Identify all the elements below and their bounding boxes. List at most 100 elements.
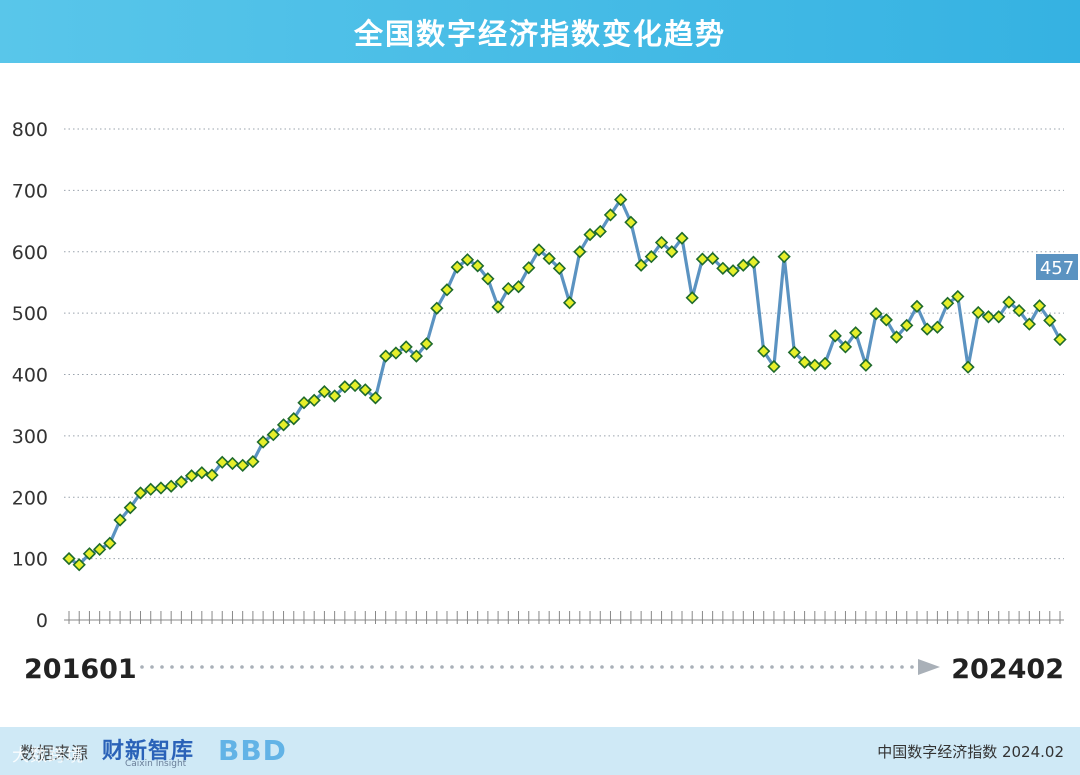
data-point	[72, 558, 86, 572]
line-chart: 0 100 200 300 400 500 600 700 800 457 201601 202402	[12, 119, 1078, 685]
y-tick-label: 300	[12, 426, 48, 448]
data-point	[450, 260, 464, 274]
timeline-dot	[790, 665, 794, 669]
timeline-dot	[520, 665, 524, 669]
data-point	[338, 380, 352, 394]
timeline-dot	[740, 665, 744, 669]
timeline-dot	[540, 665, 544, 669]
y-tick-label: 100	[12, 549, 48, 571]
timeline-dot	[500, 665, 504, 669]
timeline-dot	[370, 665, 374, 669]
timeline-dot	[820, 665, 824, 669]
data-point	[889, 330, 904, 344]
timeline-dot	[380, 665, 384, 669]
timeline-dot	[390, 665, 394, 669]
data-point	[287, 412, 301, 426]
data-point	[879, 313, 893, 327]
data-point	[491, 300, 505, 314]
data-point	[859, 358, 873, 372]
timeline-dot	[710, 665, 714, 669]
data-point	[614, 192, 628, 207]
chart-title: 全国数字经济指数变化趋势	[353, 16, 726, 51]
x-start-label: 201601	[24, 654, 137, 685]
data-point	[195, 466, 209, 480]
data-point	[297, 396, 311, 410]
data-point	[174, 475, 189, 489]
data-point	[348, 378, 362, 393]
chart-header: 全国数字经济指数变化趋势	[0, 0, 1080, 63]
y-tick-label: 200	[12, 487, 48, 509]
y-tick-label: 400	[12, 365, 48, 387]
data-point	[522, 261, 536, 275]
timeline-dot	[720, 665, 724, 669]
timeline-dot	[640, 665, 644, 669]
timeline-dot	[910, 665, 914, 669]
timeline-dot	[450, 665, 454, 669]
data-point	[1002, 295, 1016, 309]
data-point	[920, 322, 934, 336]
data-point	[726, 264, 740, 278]
data-point	[573, 245, 587, 259]
timeline-dot	[680, 665, 684, 669]
y-tick-label: 800	[12, 119, 48, 141]
timeline-dot	[600, 665, 604, 669]
data-point	[532, 243, 546, 257]
timeline-dot	[590, 665, 594, 669]
timeline-dot	[860, 665, 864, 669]
data-point	[828, 329, 842, 343]
data-point	[460, 253, 475, 267]
y-tick-label: 500	[12, 303, 48, 325]
data-point	[164, 479, 178, 493]
y-tick-label: 0	[36, 610, 48, 632]
timeline-dot	[870, 665, 874, 669]
timeline-dot	[570, 665, 574, 669]
data-point	[900, 318, 914, 333]
data-point	[327, 389, 342, 403]
data-point	[838, 340, 853, 354]
data-point	[511, 280, 526, 294]
data-point	[603, 208, 618, 222]
series-line	[68, 198, 1062, 567]
data-point	[307, 393, 321, 407]
data-point	[215, 455, 229, 469]
data-point	[93, 542, 107, 557]
data-point	[665, 245, 679, 259]
timeline-dot	[430, 665, 434, 669]
data-point	[706, 251, 720, 266]
data-point	[430, 301, 444, 315]
timeline-dot	[730, 665, 734, 669]
data-point	[379, 349, 393, 363]
data-point	[1043, 313, 1057, 328]
watermark: 大数跨境	[12, 746, 84, 766]
data-point	[256, 435, 270, 449]
data-point	[236, 458, 250, 472]
timeline-dot	[780, 665, 784, 669]
timeline-dot	[630, 665, 634, 669]
data-point	[1053, 332, 1067, 347]
timeline-dot	[360, 665, 364, 669]
data-point	[624, 215, 638, 229]
data-point	[777, 250, 791, 264]
timeline-dot	[550, 665, 554, 669]
data-point	[808, 358, 822, 372]
data-point	[685, 291, 699, 305]
data-point	[62, 551, 76, 566]
data-point	[389, 346, 403, 360]
data-point	[440, 283, 454, 297]
data-point	[644, 250, 658, 264]
timeline-dot	[420, 665, 424, 669]
data-point	[849, 326, 863, 340]
timeline-dot	[340, 665, 344, 669]
data-point	[951, 289, 965, 304]
timeline-dot	[880, 665, 884, 669]
data-point	[317, 385, 332, 399]
data-point	[981, 310, 996, 324]
data-point	[103, 536, 117, 550]
timeline-dot	[560, 665, 564, 669]
timeline-dot	[310, 665, 314, 669]
timeline-dot	[300, 665, 304, 669]
timeline-dot	[650, 665, 654, 669]
timeline-dot	[400, 665, 404, 669]
data-point	[757, 344, 771, 358]
data-point	[471, 259, 485, 273]
